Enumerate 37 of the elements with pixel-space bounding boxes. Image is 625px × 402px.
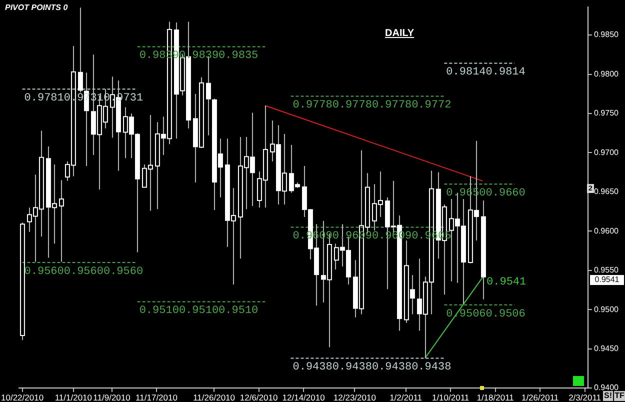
x-tick-label: 12/23/2010 bbox=[333, 392, 376, 402]
x-tick-label: 1/18/2011 bbox=[476, 392, 514, 402]
series-label: 0.94380.94380.94380.9438 bbox=[292, 362, 452, 374]
candlestick bbox=[481, 200, 486, 300]
x-tick-label: 1/10/2011 bbox=[432, 392, 470, 402]
series-label: 0.9541 bbox=[486, 276, 527, 288]
y-tick-label: 0.9650 bbox=[594, 187, 620, 196]
annotation: PIVOT POINTS 0 bbox=[5, 3, 68, 12]
candlestick bbox=[59, 180, 64, 262]
series-label: 0.95600.95600.9560 bbox=[24, 266, 144, 278]
y-tick-label: 0.9500 bbox=[594, 304, 620, 314]
x-tick-label: 11/17/2010 bbox=[136, 392, 178, 402]
x-tick-label: 11/26/2010 bbox=[193, 392, 236, 402]
x-tick-label: 10/22/2010 bbox=[0, 392, 44, 402]
series-label: 0.95100.95100.9510 bbox=[139, 305, 258, 318]
x-tick-label: 12/14/2010 bbox=[282, 392, 326, 402]
candlestick bbox=[78, 7, 83, 93]
x-tick-label: 11/1/2010 bbox=[54, 392, 92, 402]
y-tick-label: 0.9400 bbox=[594, 383, 620, 392]
annotation: DAILY bbox=[385, 28, 414, 39]
series-label: 0.97780.97780.97780.9772 bbox=[292, 100, 452, 112]
y-tick-label: 0.9800 bbox=[594, 69, 620, 78]
text: S! bbox=[604, 391, 612, 400]
y-tick-label: 0.9450 bbox=[594, 344, 620, 353]
x-tick-label: 2/3/2011 bbox=[568, 392, 602, 402]
x-tick-label: 1/26/2011 bbox=[521, 392, 559, 402]
text: TF bbox=[614, 391, 624, 400]
y-tick-label: 0.9550 bbox=[594, 266, 620, 275]
series-label: 0.98140.9814 bbox=[446, 66, 526, 79]
text: 0.9541 bbox=[594, 275, 620, 284]
x-tick-label: 12/6/2010 bbox=[240, 392, 278, 402]
x-tick-label: 1/2/2011 bbox=[390, 392, 422, 402]
y-tick-label: 0.9700 bbox=[594, 148, 620, 157]
y-tick-label: 0.9600 bbox=[594, 226, 620, 236]
y-tick-label: 0.9750 bbox=[594, 108, 620, 118]
y-tick-label: 0.9850 bbox=[594, 30, 620, 40]
x-tick-label: 11/9/2010 bbox=[93, 392, 131, 402]
